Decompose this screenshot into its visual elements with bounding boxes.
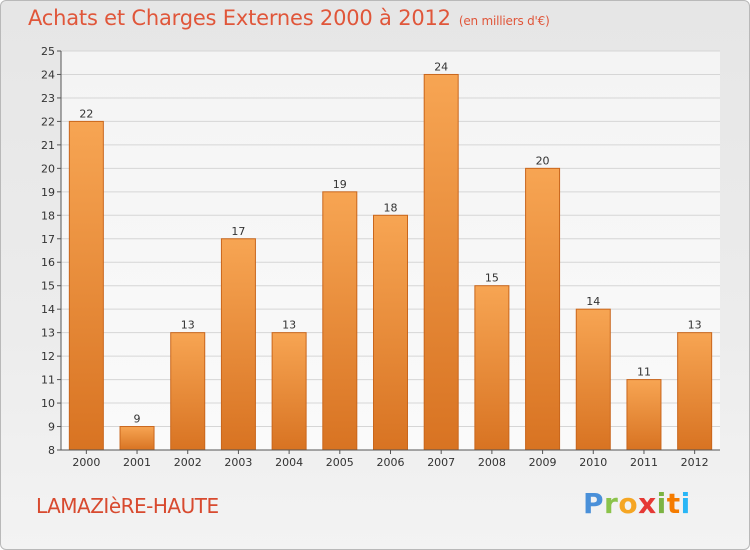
y-tick-label: 19 — [41, 186, 55, 199]
y-tick-label: 20 — [41, 162, 55, 175]
bar-2006 — [373, 214, 408, 451]
bar-value-label: 13 — [688, 319, 702, 332]
bar-value-label: 9 — [134, 413, 141, 426]
y-tick-label: 13 — [41, 327, 55, 340]
y-tick-label: 16 — [41, 256, 55, 269]
bar-2009 — [525, 167, 561, 451]
bars: 22 9 13 17 13 19 18 24 15 20 14 11 13 — [68, 60, 713, 451]
bar-value-label: 24 — [434, 60, 448, 73]
x-tick-label: 2005 — [326, 456, 354, 469]
x-tick-label: 2009 — [529, 456, 557, 469]
bar-2001 — [119, 426, 155, 451]
bar-2004 — [271, 332, 307, 451]
x-tick-label: 2001 — [123, 456, 151, 469]
y-tick-label: 15 — [41, 280, 55, 293]
y-tick-label: 12 — [41, 350, 55, 363]
bar-value-label: 13 — [181, 319, 195, 332]
bar-2012 — [677, 332, 713, 451]
y-tick-label: 14 — [41, 303, 55, 316]
y-tick-label: 24 — [41, 68, 55, 81]
y-tick-label: 22 — [41, 115, 55, 128]
x-tick-label: 2007 — [427, 456, 455, 469]
commune-name: LAMAZIèRE-HAUTE — [36, 494, 219, 518]
x-tick-label: 2004 — [275, 456, 303, 469]
y-axis: 8 9 10 11 12 13 14 15 16 17 18 19 20 21 22 23 24 25 — [41, 45, 62, 457]
brand-logo: Proxiti — [583, 487, 691, 520]
bar-2005 — [322, 191, 358, 451]
bar-2010 — [575, 308, 611, 451]
x-tick-label: 2012 — [681, 456, 709, 469]
bar-value-label: 19 — [333, 178, 347, 191]
bar-2007 — [423, 73, 459, 451]
bar-value-label: 22 — [79, 107, 93, 120]
y-tick-label: 9 — [48, 421, 55, 434]
x-tick-label: 2011 — [630, 456, 658, 469]
bar-2011 — [626, 379, 662, 451]
x-tick-label: 2008 — [478, 456, 506, 469]
y-tick-label: 11 — [41, 374, 55, 387]
chart-title: Achats et Charges Externes 2000 à 2012 (e… — [28, 6, 550, 30]
y-tick-label: 23 — [41, 92, 55, 105]
x-tick-label: 2000 — [72, 456, 100, 469]
bar-2002 — [170, 332, 206, 451]
y-tick-label: 25 — [41, 45, 55, 58]
bar-2008 — [474, 285, 510, 451]
y-tick-label: 8 — [48, 444, 55, 457]
title-text: Achats et Charges Externes 2000 à 2012 — [28, 6, 451, 30]
x-tick-label: 2003 — [224, 456, 252, 469]
bar-2000 — [68, 120, 104, 451]
y-tick-label: 10 — [41, 397, 55, 410]
x-tick-label: 2010 — [579, 456, 607, 469]
bar-value-label: 18 — [384, 201, 398, 214]
bar-value-label: 20 — [536, 154, 550, 167]
bar-2003 — [220, 238, 256, 451]
x-axis: 2000 2001 2002 2003 2004 2005 2006 2007 2008 2009… — [61, 449, 720, 469]
chart-subtitle: (en milliers d'€) — [458, 14, 550, 28]
bar-value-label: 13 — [282, 319, 296, 332]
x-tick-label: 2002 — [174, 456, 202, 469]
y-tick-label: 21 — [41, 139, 55, 152]
x-tick-label: 2006 — [377, 456, 405, 469]
bar-value-label: 15 — [485, 272, 499, 285]
bar-value-label: 14 — [586, 295, 600, 308]
bar-value-label: 11 — [637, 366, 651, 379]
y-tick-label: 17 — [41, 233, 55, 246]
y-tick-label: 18 — [41, 209, 55, 222]
bar-value-label: 17 — [231, 225, 245, 238]
